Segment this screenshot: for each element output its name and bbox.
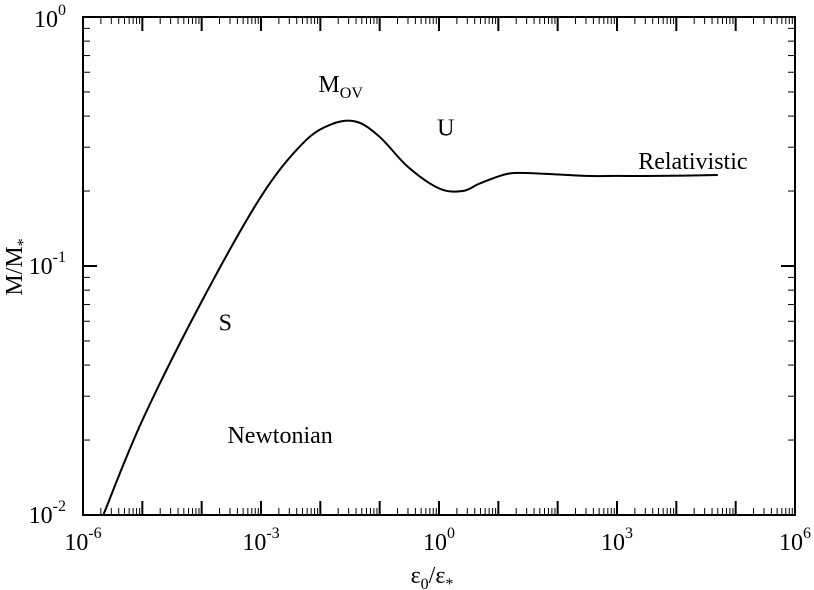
x-tick-label: 106 bbox=[779, 525, 811, 556]
y-tick-labels: 10-2 10-1 100 bbox=[29, 2, 66, 529]
y-axis-label: M/M* bbox=[2, 238, 32, 295]
annotation-mov: MOV bbox=[318, 72, 363, 102]
y-tick-label: 10-1 bbox=[29, 249, 66, 280]
annotation-u: U bbox=[437, 115, 454, 141]
y-tick-label: 100 bbox=[34, 2, 66, 33]
x-tick-label: 10-3 bbox=[242, 525, 279, 556]
x-tick-labels: 10-6 10-3 100 103 106 bbox=[64, 525, 811, 556]
x-tick-label: 10-6 bbox=[64, 525, 101, 556]
x-tick-label: 100 bbox=[423, 525, 455, 556]
minor-ticks bbox=[83, 17, 795, 515]
x-axis-label: ε0/ε* bbox=[411, 563, 454, 590]
annotation-s: S bbox=[219, 311, 232, 337]
major-ticks bbox=[82, 16, 796, 516]
y-tick-label: 10-2 bbox=[29, 498, 66, 529]
x-tick-label: 103 bbox=[601, 525, 633, 556]
annotation-relativistic: Relativistic bbox=[638, 149, 747, 175]
plot-frame bbox=[82, 16, 796, 516]
annotations: MOV U Relativistic S Newtonian bbox=[219, 72, 748, 449]
annotation-newtonian: Newtonian bbox=[227, 423, 332, 449]
series-line bbox=[102, 119, 718, 516]
